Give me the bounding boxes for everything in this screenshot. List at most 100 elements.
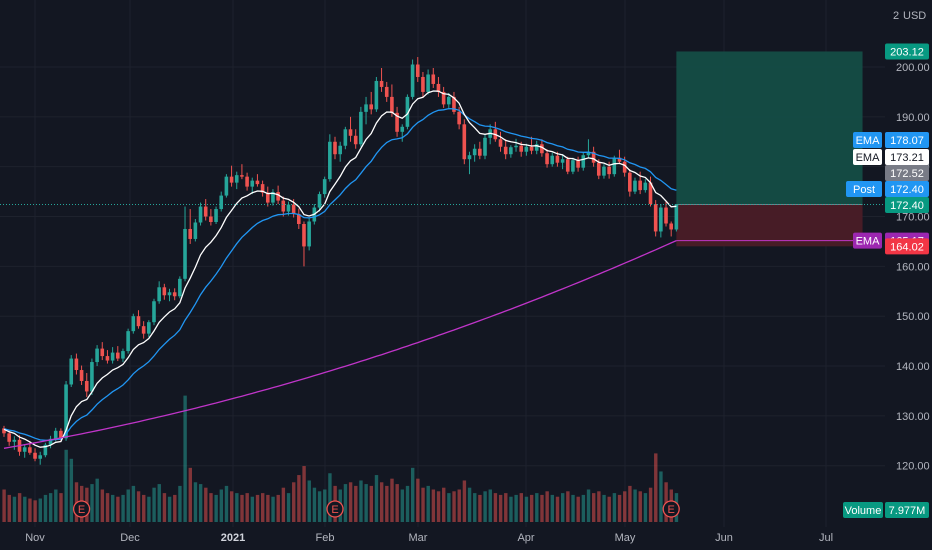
candle-body — [633, 180, 637, 192]
candle-body — [436, 83, 441, 92]
y-tick-label-top: 2 — [893, 10, 899, 22]
price-label: 178.07 EMA — [853, 132, 929, 148]
volume-bar — [7, 494, 11, 522]
candle-body — [172, 292, 177, 297]
candle-body — [353, 135, 358, 145]
volume-label: Volume 7.977M — [843, 502, 929, 518]
volume-bar — [266, 494, 270, 522]
candle-body — [472, 148, 477, 156]
candle-body — [22, 447, 27, 452]
candle-body — [617, 157, 622, 162]
x-tick-label: Apr — [517, 532, 534, 544]
candle-body — [74, 358, 79, 371]
candle-body — [426, 74, 430, 92]
volume-bar — [142, 494, 146, 522]
price-label-tag: EMA — [856, 135, 881, 147]
price-label: 172.40 — [885, 197, 929, 213]
volume-bar — [343, 484, 348, 522]
price-label-tag-box — [846, 181, 882, 197]
candle-body — [234, 175, 239, 183]
candle-body — [95, 348, 99, 363]
candle-body — [462, 124, 467, 160]
volume-bar — [312, 487, 317, 522]
volume-bar — [519, 493, 523, 522]
volume-bar — [581, 494, 586, 522]
volume-bar — [12, 496, 17, 522]
candle-body — [384, 86, 389, 97]
volume-value: 7.977M — [889, 505, 926, 517]
candle-body — [596, 162, 601, 176]
candle-body — [628, 172, 632, 192]
candle-body — [317, 194, 322, 208]
candle-body — [653, 204, 658, 232]
candle-body — [265, 192, 270, 203]
candle-body — [38, 455, 43, 459]
earnings-icon: E — [662, 500, 680, 518]
chart-grid — [0, 0, 885, 527]
earnings-icon-circle — [662, 500, 680, 518]
volume-bar — [395, 484, 399, 522]
candle-body — [64, 384, 68, 439]
candle-body — [291, 204, 296, 215]
candle-body — [348, 129, 353, 136]
volume-bar — [436, 491, 441, 522]
x-tick-label: May — [615, 532, 636, 544]
volume-bar — [147, 496, 151, 522]
time-axis[interactable]: Nov Dec 2021 Feb Mar Apr May Jun Jul — [25, 532, 833, 544]
candle-body — [121, 351, 125, 359]
volume-bar — [354, 485, 358, 522]
volume-bar — [54, 489, 58, 522]
candle-body — [431, 74, 436, 84]
candle-body — [576, 160, 580, 168]
volume-bar — [131, 485, 136, 522]
volume-bar — [659, 471, 663, 522]
volume-bar — [178, 485, 182, 522]
candle-body — [193, 222, 198, 239]
candle-body — [524, 146, 529, 152]
y-tick-label: 120.00 — [896, 461, 930, 473]
volume-bar — [555, 496, 560, 522]
earnings-icon-circle — [72, 500, 91, 518]
volume-bar — [17, 493, 22, 522]
position-loss-zone — [676, 204, 863, 247]
volume-bar — [473, 493, 477, 522]
candle-body — [245, 176, 249, 187]
candle-body — [90, 362, 94, 392]
candle-body — [509, 147, 513, 155]
x-tick-label: Feb — [316, 532, 335, 544]
volume-bar — [467, 487, 472, 522]
candle-body — [503, 146, 508, 155]
candle-body — [203, 206, 208, 217]
price-label-box — [885, 238, 929, 255]
volume-bar — [535, 493, 539, 522]
candle-body — [126, 331, 130, 352]
candle-body — [483, 137, 487, 156]
volume-bar — [204, 487, 208, 522]
volume-bar — [271, 496, 275, 522]
candle-body — [410, 64, 415, 97]
price-label-box — [885, 181, 929, 197]
volume-bar — [323, 489, 327, 522]
candle-body — [555, 155, 560, 163]
volume-bar — [571, 494, 575, 522]
y-tick-label: 140.00 — [896, 361, 930, 373]
candle-body — [276, 192, 280, 201]
volume-bar — [566, 491, 570, 522]
volume-bar — [64, 449, 68, 522]
y-tick-label: 190.00 — [896, 112, 930, 124]
price-label-box — [885, 149, 929, 165]
volume-bar — [359, 480, 363, 522]
price-label: 164.02 — [885, 238, 929, 255]
candle-body — [178, 278, 182, 297]
volume-bar — [426, 485, 430, 522]
long-position-tool[interactable] — [676, 51, 863, 247]
volume-bar — [442, 487, 446, 522]
volume-bar — [328, 473, 332, 522]
volume-bar — [188, 467, 192, 522]
candle-body — [48, 438, 53, 445]
candle-body — [607, 166, 611, 175]
volume-bar — [111, 494, 115, 522]
volume-bar — [23, 496, 27, 522]
